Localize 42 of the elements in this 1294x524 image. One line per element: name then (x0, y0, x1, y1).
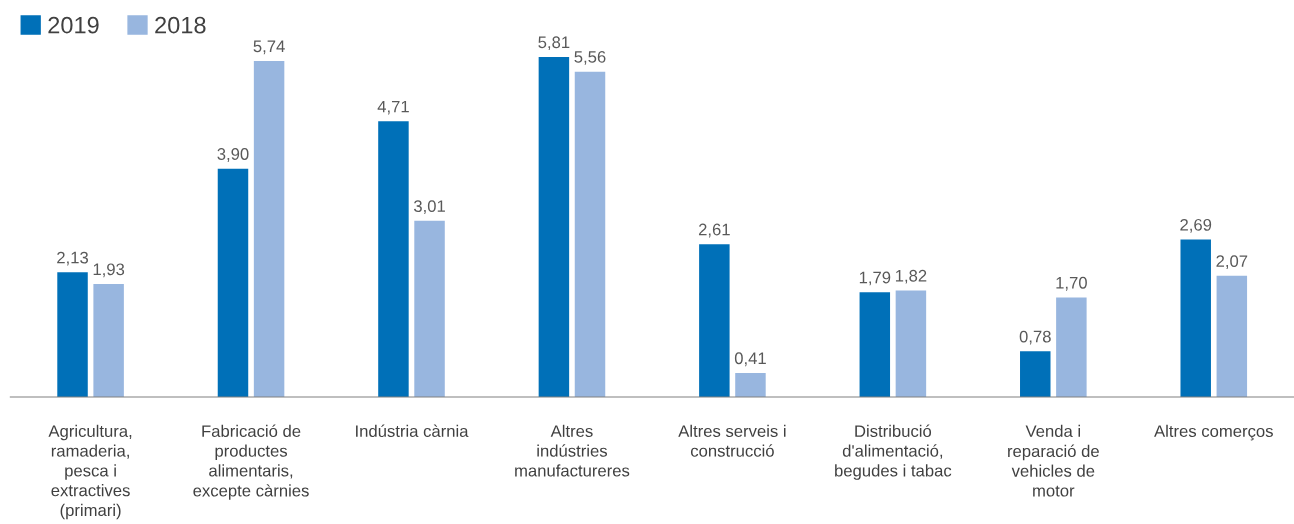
bar (1056, 297, 1087, 397)
data-label: 4,71 (377, 100, 409, 115)
x-tick-label: Altres indústries manufactureres (515, 424, 630, 477)
bar (217, 168, 249, 397)
bar (1020, 351, 1051, 397)
data-label: 5,74 (253, 40, 285, 55)
x-tick-label: Distribució d'alimentació, begudes i tabac (835, 424, 952, 480)
bar (895, 290, 927, 397)
x-tick-label: Agricultura, ramaderia, pesca i extractives (primari) (48, 424, 132, 520)
legend-label: 2019 (48, 16, 99, 34)
bar (859, 292, 891, 397)
data-label: 2,07 (1216, 255, 1248, 269)
data-label: 1,93 (93, 263, 125, 278)
bar (414, 220, 445, 397)
legend-label: 2018 (155, 16, 206, 34)
bar (378, 121, 409, 397)
bar (93, 284, 124, 397)
data-label: 2,61 (698, 223, 730, 238)
bar (1180, 239, 1211, 397)
x-tick-label: Venda i reparació de vehicles de motor (1008, 424, 1099, 497)
data-label: 3,01 (413, 200, 445, 214)
bar (57, 272, 88, 397)
bar (1216, 275, 1248, 397)
bar (735, 373, 766, 397)
bar (538, 57, 570, 397)
data-label: 5,56 (574, 50, 606, 65)
bar (574, 71, 606, 397)
data-label: 1,82 (895, 269, 927, 284)
data-label: 2,69 (1180, 218, 1212, 233)
x-tick-label: Indústria càrnia (356, 424, 469, 438)
data-label: 5,81 (538, 36, 570, 51)
bar (699, 244, 730, 397)
x-tick-label: Fabricació de productes alimentaris, excepte càrnies (193, 424, 309, 500)
data-label: 0,78 (1019, 330, 1051, 345)
data-label: 1,70 (1056, 276, 1087, 291)
x-tick-label: Altres serveis i construcció (678, 424, 786, 457)
bar (253, 61, 285, 397)
x-tick-label: Altres comerços (1154, 424, 1273, 441)
data-label: 1,79 (859, 271, 891, 286)
data-label: 3,90 (217, 148, 249, 162)
data-label: 0,41 (734, 352, 766, 367)
data-label: 2,13 (57, 251, 89, 266)
